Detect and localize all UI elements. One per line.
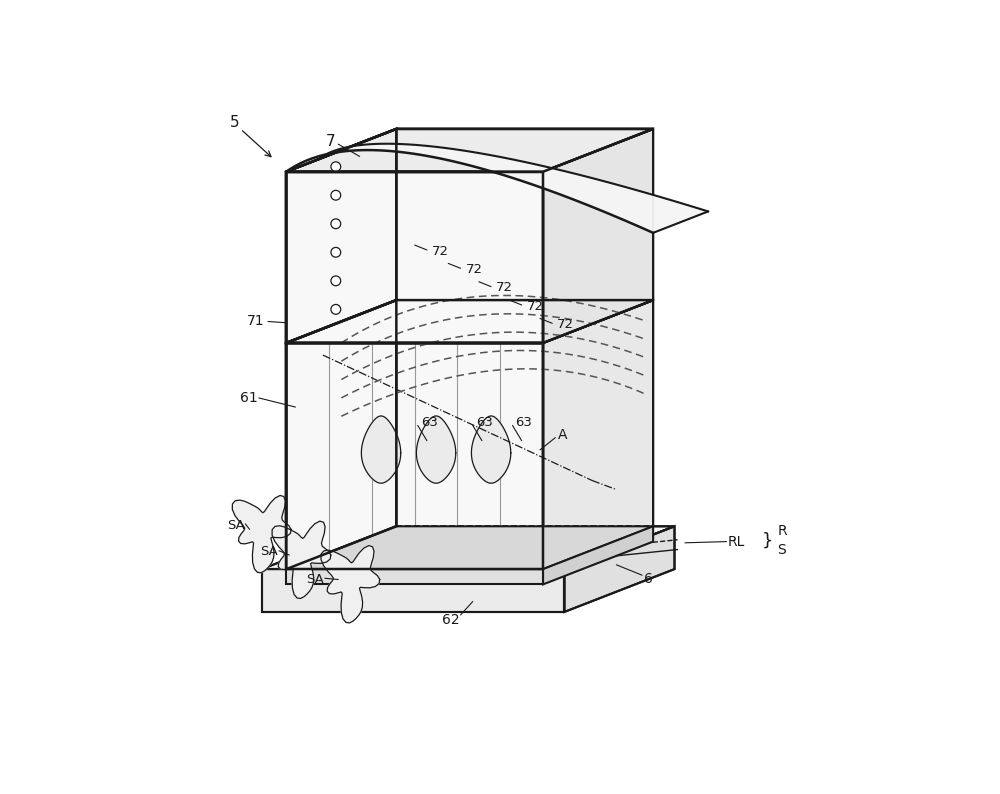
Polygon shape: [286, 526, 653, 569]
Text: 72: 72: [557, 318, 574, 331]
Text: }: }: [762, 531, 773, 549]
Text: 63: 63: [476, 416, 493, 429]
Text: 7: 7: [326, 133, 336, 148]
Circle shape: [331, 191, 341, 200]
Polygon shape: [262, 569, 564, 612]
Circle shape: [331, 276, 341, 286]
Text: 71: 71: [247, 314, 264, 329]
Text: 61: 61: [240, 391, 258, 405]
Polygon shape: [543, 300, 653, 569]
Text: 63: 63: [516, 416, 532, 429]
Text: 6: 6: [644, 572, 653, 587]
Polygon shape: [286, 129, 653, 172]
Polygon shape: [286, 144, 708, 233]
Polygon shape: [286, 129, 396, 343]
Text: 5: 5: [229, 115, 239, 130]
Polygon shape: [286, 343, 543, 569]
Circle shape: [331, 162, 341, 172]
Polygon shape: [543, 526, 653, 584]
Polygon shape: [416, 416, 456, 484]
Text: 63: 63: [421, 416, 438, 429]
Circle shape: [331, 219, 341, 229]
Polygon shape: [272, 521, 331, 599]
Text: 72: 72: [465, 263, 482, 276]
Text: RL: RL: [728, 534, 745, 549]
Polygon shape: [286, 300, 653, 343]
Polygon shape: [543, 129, 653, 343]
Polygon shape: [286, 300, 396, 569]
Text: A: A: [558, 428, 568, 441]
Polygon shape: [286, 172, 543, 343]
Polygon shape: [471, 416, 511, 484]
Text: 62: 62: [442, 613, 460, 626]
Text: SA: SA: [227, 518, 245, 531]
Text: R: R: [777, 523, 787, 538]
Circle shape: [331, 248, 341, 257]
Text: SA: SA: [261, 545, 278, 558]
Text: 72: 72: [432, 245, 449, 258]
Polygon shape: [321, 545, 380, 622]
Polygon shape: [262, 526, 675, 569]
Text: S: S: [777, 542, 786, 557]
Polygon shape: [564, 526, 675, 612]
Polygon shape: [286, 569, 543, 584]
Text: 72: 72: [496, 281, 513, 295]
Text: 72: 72: [527, 299, 544, 313]
Polygon shape: [361, 416, 401, 484]
Circle shape: [331, 304, 341, 314]
Polygon shape: [232, 495, 291, 572]
Text: SA: SA: [306, 573, 324, 586]
